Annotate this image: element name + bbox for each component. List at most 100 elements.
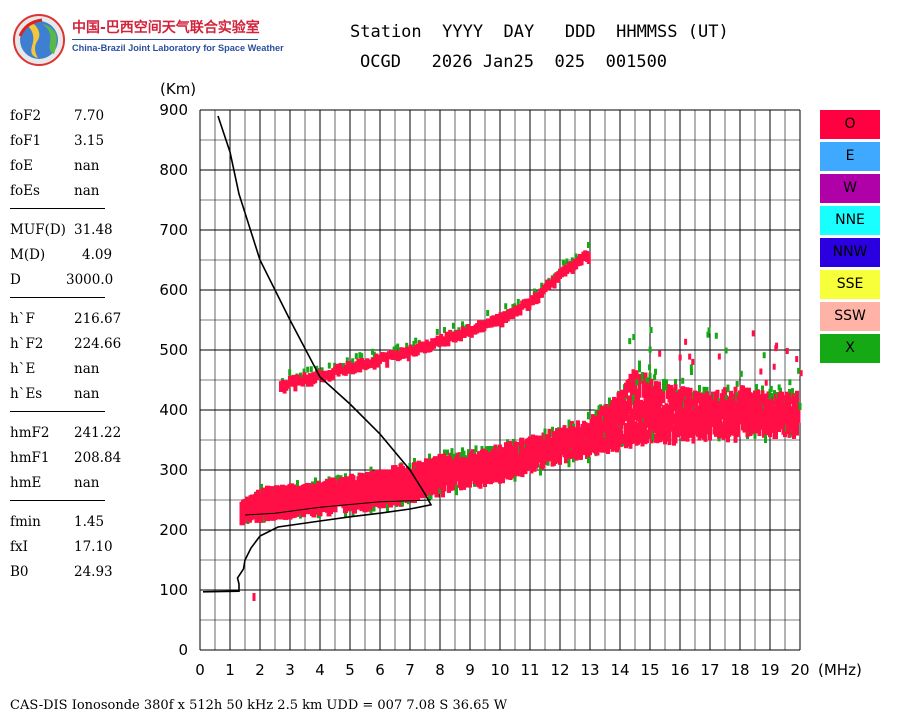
- echo-mark-multihop-x: [452, 322, 455, 329]
- echo-mark-o: [660, 427, 664, 441]
- echo-mark-isolated: [252, 593, 256, 601]
- echo-mark-scatter: [653, 374, 657, 381]
- param-key: hmF1: [10, 450, 50, 466]
- param-value: nan: [74, 475, 100, 491]
- param-value: 31.48: [74, 222, 113, 238]
- x-tick-label: 7: [405, 661, 415, 679]
- echo-mark-multihop-x: [358, 352, 362, 359]
- param-row: MUF(D) 31.48: [10, 222, 130, 247]
- echo-mark-o: [781, 395, 786, 407]
- param-row: fmin 1.45: [10, 514, 130, 539]
- echo-mark-o: [751, 413, 756, 431]
- param-value: 3000.0: [66, 272, 114, 288]
- echo-mark-multihop-x: [288, 369, 292, 376]
- echo-mark-multihop-x: [306, 366, 310, 373]
- echo-mark-o: [546, 452, 550, 462]
- echo-mark-multihop-x: [486, 310, 490, 317]
- echo-mark-x: [698, 385, 701, 393]
- param-key: foEs: [10, 183, 40, 199]
- param-key: fmin: [10, 514, 41, 530]
- echo-mark-multihop-x: [320, 367, 324, 374]
- param-key: h`E: [10, 361, 36, 377]
- echo-mark-o: [703, 426, 708, 442]
- density-profile-line: [202, 115, 433, 593]
- param-value: 224.66: [74, 336, 122, 352]
- param-divider: [10, 411, 105, 412]
- echo-mark-multihop: [374, 353, 379, 363]
- echo-mark-x: [702, 386, 706, 396]
- echo-mark-x: [567, 456, 571, 468]
- param-row: M(D) 4.09: [10, 247, 130, 272]
- echo-mark-o: [277, 485, 282, 501]
- echo-mark-o: [736, 420, 741, 429]
- echo-mark-o: [631, 409, 636, 428]
- echo-mark-o: [480, 472, 484, 484]
- echo-mark-o: [514, 465, 519, 476]
- echo-mark-o: [768, 423, 772, 437]
- param-row: D 3000.0: [10, 272, 130, 297]
- echo-mark-multihop-x: [574, 253, 578, 260]
- param-key: foF2: [10, 108, 42, 124]
- y-axis-label: (Km): [160, 80, 196, 98]
- logo-chinese-name: 中国-巴西空间天气联合实验室: [72, 20, 260, 36]
- echo-mark-o: [607, 408, 612, 420]
- param-key: h`F: [10, 311, 35, 327]
- echo-mark-scatter: [764, 379, 768, 386]
- echo-mark-o: [610, 417, 615, 429]
- y-tick-label: 800: [159, 161, 188, 179]
- echo-mark-scatter: [635, 379, 639, 386]
- legend-item-nnw: NNW: [820, 238, 880, 267]
- echo-mark-x: [450, 448, 454, 457]
- echo-mark-o: [795, 423, 799, 436]
- y-tick-label: 100: [159, 581, 188, 599]
- param-row: h`F2 224.66: [10, 336, 130, 361]
- echo-mark-o: [708, 421, 712, 431]
- echo-mark-x: [753, 428, 757, 439]
- echo-mark-o: [606, 437, 610, 455]
- echo-mark-o: [688, 387, 693, 405]
- parameter-panel: foF2 7.70 foF1 3.15 foE nan foEs nan MUF(D) 3…: [10, 108, 130, 589]
- echo-mark-x: [798, 402, 802, 410]
- echo-mark-o: [699, 428, 703, 439]
- echo-mark-scatter: [658, 350, 662, 357]
- echo-mark-o: [579, 447, 583, 460]
- param-row: B0 24.93: [10, 564, 130, 589]
- echo-mark-x: [455, 484, 458, 496]
- x-tick-label: 0: [195, 661, 205, 679]
- echo-mark-x: [461, 447, 464, 454]
- echo-mark-scatter: [707, 327, 711, 334]
- echo-mark-multihop: [459, 329, 463, 342]
- param-row: h`E nan: [10, 361, 130, 386]
- echo-mark-multihop-x: [351, 358, 355, 365]
- echo-mark-x: [594, 409, 598, 418]
- x-tick-label: 13: [580, 661, 599, 679]
- echo-mark-o: [627, 414, 631, 432]
- echo-mark-o: [625, 406, 630, 422]
- echo-mark-multihop-x: [398, 347, 401, 354]
- y-tick-label: 600: [159, 281, 188, 299]
- x-tick-label: 16: [670, 661, 689, 679]
- echo-mark-o: [789, 392, 793, 404]
- echo-mark-o: [472, 474, 477, 485]
- chart-profile: [202, 115, 433, 593]
- echo-mark-x: [764, 431, 767, 444]
- echo-mark-x: [761, 385, 764, 394]
- legend-label: X: [845, 340, 855, 356]
- y-tick-label: 900: [159, 101, 188, 119]
- echo-mark-multihop-x: [533, 288, 536, 295]
- echo-mark-scatter: [706, 331, 710, 338]
- x-tick-label: 19: [760, 661, 779, 679]
- echo-mark-o: [434, 465, 440, 480]
- echo-mark-multihop-x: [563, 261, 567, 268]
- echo-mark-o: [661, 389, 666, 403]
- echo-mark-scatter: [724, 347, 728, 354]
- param-value: 17.10: [74, 539, 113, 555]
- echo-mark-scatter: [774, 345, 778, 352]
- echo-mark-scatter: [759, 368, 763, 375]
- echo-mark-o: [654, 381, 658, 395]
- echo-mark-o: [359, 496, 365, 512]
- echo-mark-o: [753, 402, 757, 419]
- globe-logo-icon: [13, 14, 65, 66]
- param-value: nan: [74, 183, 100, 199]
